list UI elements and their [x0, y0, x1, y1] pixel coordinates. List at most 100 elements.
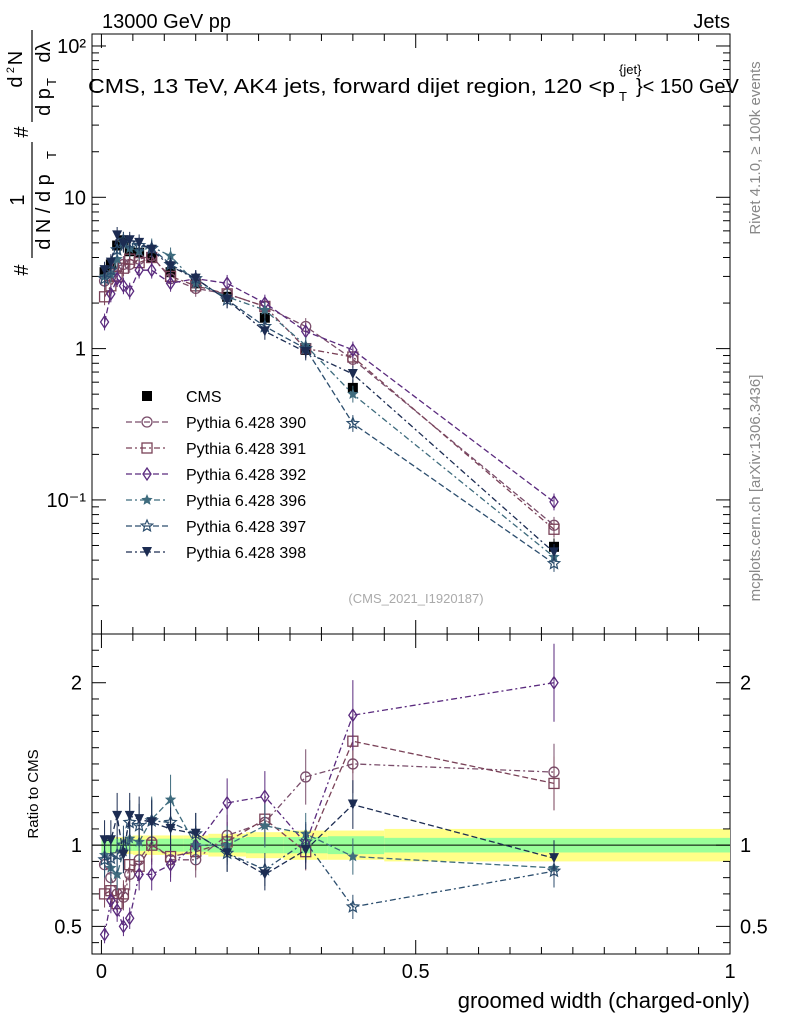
main-point-p398 — [134, 237, 145, 248]
ylabel-one: 1 — [7, 194, 29, 205]
ylabel-hash-2: # — [11, 126, 33, 138]
ratio-point-p392 — [146, 867, 157, 882]
x-axis-label: groomed width (charged-only) — [458, 988, 750, 1013]
ratio-point-p392 — [124, 911, 135, 926]
main-point-p397 — [345, 415, 361, 430]
series-layer — [97, 226, 562, 944]
main-y-tick-label: 1 — [75, 339, 86, 361]
ratio-y-tick-label: 1 — [71, 835, 82, 857]
main-point-p398 — [146, 244, 157, 255]
ratio-point-p398 — [347, 799, 358, 810]
main-line-p396 — [104, 241, 555, 558]
legend-label-p396: Pythia 6.428 396 — [186, 493, 306, 510]
main-y-tick-label: 10⁻¹ — [47, 490, 87, 512]
legend-marker-p398 — [142, 547, 152, 557]
main-y-tick-label: 10 — [64, 187, 86, 209]
main-point-p396 — [111, 253, 123, 264]
ratio-point-p391 — [117, 888, 130, 900]
ratio-point-p390 — [300, 771, 312, 783]
main-series-p398 — [99, 226, 559, 561]
main-y-tick-label: 10² — [57, 36, 86, 58]
ratio-point-p396 — [164, 793, 177, 805]
ylabel-squared: 2 — [5, 67, 17, 73]
main-plot-frame — [91, 33, 731, 635]
plot-title-sup: {jet} — [619, 62, 642, 77]
main-point-p392 — [118, 278, 129, 293]
legend: CMS Pythia 6.428 390 Pythia 6.428 391 Pythi… — [126, 389, 306, 562]
ratio-point-p396 — [347, 850, 359, 862]
main-point-p397 — [97, 271, 112, 285]
plot-title: CMS, 13 TeV, AK4 jets, forward dijet reg… — [88, 62, 740, 104]
main-point-p397 — [109, 242, 125, 256]
ratio-y-tick-label-right: 2 — [740, 673, 751, 695]
ratio-line-p398 — [104, 803, 555, 876]
legend-label-p392: Pythia 6.428 392 — [186, 467, 306, 484]
plot-title-suffix: }< 150 GeV — [636, 76, 740, 98]
main-point-p396 — [347, 388, 359, 399]
main-point-p398 — [112, 230, 123, 241]
ratio-point-p392 — [99, 927, 110, 942]
x-tick-label: 1 — [724, 961, 735, 983]
ratio-point-p398 — [259, 869, 270, 880]
ylabel-denominator: d N / d p — [33, 174, 55, 250]
ratio-point-p392 — [348, 708, 358, 723]
ylabel-dlambda: dλ — [33, 41, 55, 62]
ratio-point-p398 — [124, 810, 135, 821]
main-y-axis-label: # 1 d N / d p T # d 2 N d p T dλ — [5, 30, 59, 276]
main-point-p392 — [134, 262, 144, 278]
ylabel-denominator-sub: T — [44, 151, 59, 159]
main-point-p398 — [99, 265, 110, 276]
ratio-line-p397 — [104, 820, 555, 908]
main-series-p390 — [98, 247, 560, 534]
main-point-p398 — [259, 326, 270, 337]
main-point-p398 — [549, 547, 559, 558]
ylabel-d: d — [5, 76, 27, 87]
main-point-p391 — [548, 523, 560, 535]
main-point-p396 — [259, 304, 271, 315]
main-point-p392 — [106, 286, 116, 302]
main-line-p392 — [103, 269, 555, 503]
main-point-p392 — [549, 494, 559, 510]
ratio-point-p397 — [345, 899, 361, 913]
ratio-series-p398 — [99, 780, 559, 891]
ratio-line-p391 — [104, 740, 555, 905]
main-point-p392 — [165, 276, 176, 291]
main-point-p397 — [546, 555, 562, 570]
main-point-p392 — [112, 271, 122, 286]
mcplots-label: mcplots.cern.ch [arXiv:1306.3436] — [747, 375, 764, 602]
main-point-p392 — [348, 342, 358, 358]
main-point-p398 — [165, 261, 176, 272]
main-series-p391 — [98, 249, 560, 538]
x-tick-label: 0 — [96, 961, 107, 983]
main-point-p398 — [300, 346, 311, 357]
main-point-p392 — [99, 314, 110, 330]
ratio-point-p392 — [260, 789, 270, 804]
x-tick-label: 0.5 — [402, 961, 430, 983]
main-point-p392 — [146, 262, 157, 278]
ratio-point-p392 — [549, 675, 559, 690]
ratio-point-p398 — [190, 828, 201, 839]
ylabel-hash-1: # — [11, 264, 33, 276]
ratio-plot-frame — [91, 633, 731, 955]
legend-marker-p390 — [141, 416, 153, 428]
ratio-point-p392 — [165, 857, 176, 872]
main-series-p396 — [98, 234, 560, 566]
main-point-p398 — [105, 257, 116, 268]
ratio-point-p392 — [134, 867, 144, 882]
ylabel-N: N — [5, 51, 27, 65]
ratio-point-p398 — [549, 853, 559, 864]
legend-marker-p396 — [141, 494, 153, 505]
legend-label-p397: Pythia 6.428 397 — [186, 519, 306, 536]
main-point-p392 — [124, 283, 135, 299]
ratio-line-p396 — [104, 798, 555, 876]
main-point-p398 — [190, 273, 201, 284]
ratio-point-p398 — [112, 810, 123, 821]
ylabel-dp-sub: T — [44, 78, 59, 86]
legend-marker-data — [142, 391, 152, 401]
ratio-series-p392 — [99, 643, 559, 944]
ratio-point-p397 — [103, 850, 119, 865]
ratio-point-p391 — [98, 888, 111, 900]
ratio-series-p391 — [98, 709, 560, 917]
legend-label-p390: Pythia 6.428 390 — [186, 415, 306, 432]
